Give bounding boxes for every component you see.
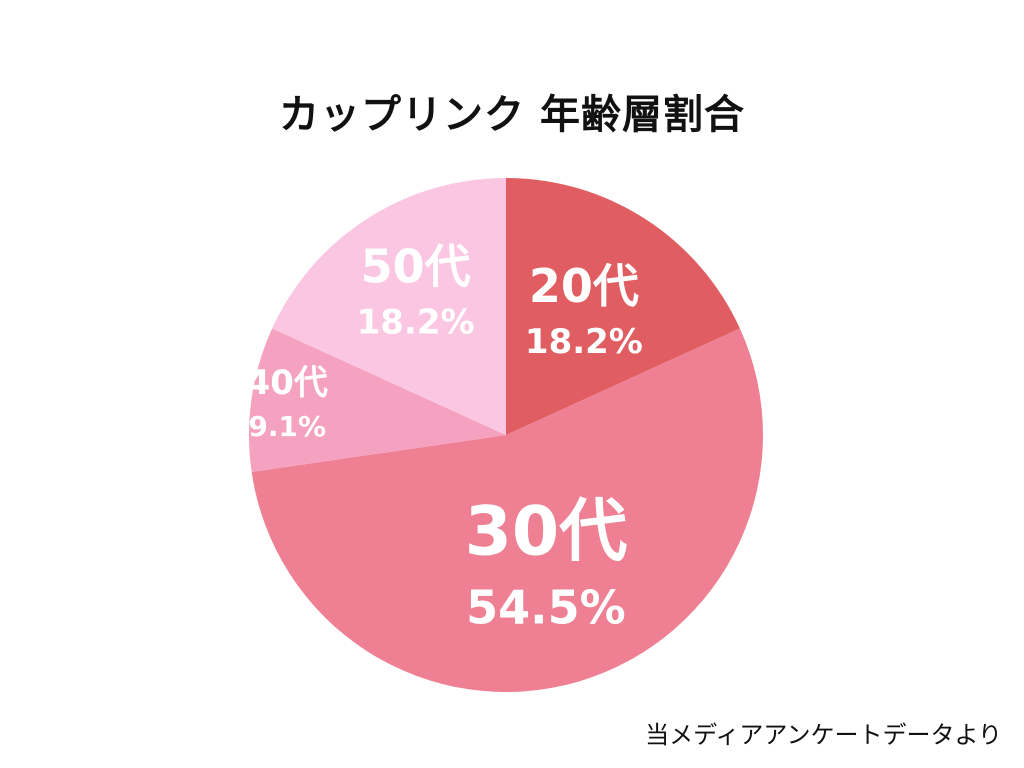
- slice-category-label: 40代: [247, 363, 328, 403]
- pie-slice-4: [272, 177, 506, 435]
- pie-slice-3: [249, 328, 506, 473]
- slice-value-label: 9.1%: [248, 410, 326, 443]
- pie-slice-2: [251, 328, 764, 693]
- slice-category-label: 20代: [529, 259, 639, 313]
- slice-category-label: 30代: [465, 493, 628, 572]
- slice-category-label: 50代: [361, 240, 471, 294]
- slice-value-label: 54.5%: [466, 581, 626, 635]
- source-note: 当メディアアンケートデータより: [645, 721, 1002, 749]
- pie-labels: 20代 18.2% 30代 54.5% 40代 9.1% 50代 18.2%: [247, 240, 643, 635]
- slice-value-label: 18.2%: [525, 322, 643, 362]
- pie-slice-1: [506, 177, 740, 435]
- chart-title: カップリンク 年齢層割合: [279, 92, 745, 138]
- slice-value-label: 18.2%: [357, 303, 475, 343]
- pie-slices: [249, 177, 764, 693]
